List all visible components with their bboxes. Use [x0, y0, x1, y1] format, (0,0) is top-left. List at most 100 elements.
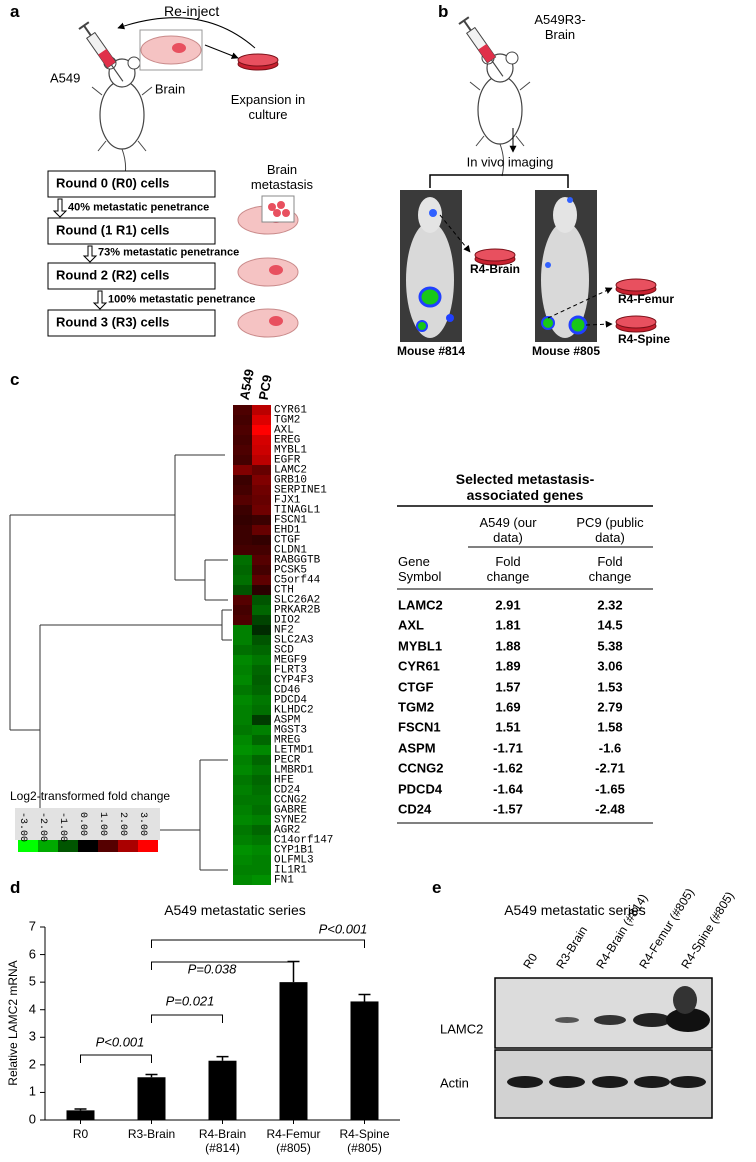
gene-symbol: CYR61	[398, 658, 440, 674]
annotation: Brain	[154, 81, 186, 97]
heatmap-cell	[252, 785, 271, 795]
fold-change: 1.57	[495, 679, 521, 695]
heatmap-cell	[252, 635, 271, 645]
fold-change: 1.58	[597, 719, 623, 735]
heatmap-cell	[252, 735, 271, 745]
heatmap-cell	[233, 675, 252, 685]
gene-label: CLDN1	[274, 544, 308, 557]
round-box	[47, 217, 216, 245]
cells	[277, 201, 285, 209]
gene-label: PECR	[274, 754, 301, 767]
heatmap-cell	[233, 595, 252, 605]
gene-label: CD46	[274, 684, 301, 697]
flow-label: 73% metastatic penetrance	[98, 246, 240, 259]
dendrogram	[9, 454, 232, 871]
fold-change: -1.65	[595, 781, 625, 797]
brain-box	[139, 29, 203, 71]
gene-label: AGR2	[274, 824, 301, 837]
mouse-image	[553, 197, 577, 233]
fold-change: 3.06	[597, 658, 623, 674]
colorbar-tick-label: -2.00	[36, 812, 48, 843]
heatmap-cell	[252, 485, 271, 495]
heatmap-cell	[233, 465, 252, 475]
gene-symbol: MYBL1	[398, 638, 443, 654]
heatmap-cell	[252, 585, 271, 595]
fold-change: -1.57	[493, 801, 523, 817]
gene-symbol: LAMC2	[398, 597, 443, 613]
gene-symbol: PDCD4	[398, 781, 443, 797]
gene-label: GABRE	[274, 804, 308, 817]
gene-symbol: ASPM	[398, 740, 436, 756]
bar	[137, 1077, 166, 1120]
gene-label: RABGGTB	[274, 554, 321, 567]
colorbar-tick-label: 2.00	[116, 812, 128, 837]
flow-step: Round 0 (R0) cells	[56, 175, 170, 191]
gene-symbol: CD24	[398, 801, 432, 817]
panel-a-illustration	[47, 17, 299, 338]
colorbar-swatch	[118, 840, 138, 852]
heatmap-cell	[252, 765, 271, 775]
heatmap-cell	[233, 635, 252, 645]
heatmap-cell	[233, 435, 252, 445]
colorbar-tick-label: -1.00	[56, 812, 68, 843]
heatmap-cell	[252, 505, 271, 515]
colorbar-swatch	[58, 840, 78, 852]
shape	[9, 514, 175, 731]
heatmap-cell	[233, 565, 252, 575]
band	[507, 1076, 543, 1088]
heatmap-cell	[233, 725, 252, 735]
fold-change: 2.79	[597, 699, 623, 715]
heatmap-cell	[252, 725, 271, 735]
y-axis-label: Relative LAMC2 mRNA	[6, 960, 21, 1086]
x-tick-label: R0	[72, 1127, 89, 1141]
bar	[350, 1001, 379, 1120]
y-tick-label: 0	[28, 1111, 36, 1127]
heatmap-cell	[252, 625, 271, 635]
panel-label: c	[10, 370, 20, 390]
heatmap-cell	[233, 685, 252, 695]
flow-step: Round 3 (R3) cells	[56, 314, 170, 330]
heatmap-cell	[252, 575, 271, 585]
heatmap-cell	[233, 865, 252, 875]
isolate-label: R4-Femur	[618, 292, 675, 307]
heatmap-cell	[233, 425, 252, 435]
gene-label: MREG	[274, 734, 301, 747]
gene-label: LAMC2	[274, 464, 308, 477]
band	[634, 1076, 670, 1088]
x-tick-label: R3-Brain	[127, 1127, 176, 1141]
error-bar	[358, 993, 371, 1002]
heatmap-cell	[233, 845, 252, 855]
gene-label: SLC2A3	[274, 634, 314, 647]
gene-label: CD24	[274, 784, 301, 797]
gene-label: FLRT3	[274, 664, 308, 677]
signal	[567, 197, 573, 203]
y-tick-label: 5	[28, 973, 36, 989]
y-tick-label: 1	[28, 1083, 36, 1099]
panel-b-illustration	[400, 16, 657, 342]
chart-title: A549 metastatic series	[164, 901, 306, 918]
gene-label: EGFR	[274, 454, 301, 467]
gene-label: CYP4F3	[274, 674, 314, 687]
y-tick-label: 7	[28, 918, 36, 934]
gene-label: NF2	[274, 624, 294, 637]
error-bar	[145, 1073, 158, 1078]
gene-label: SYNE2	[274, 814, 308, 827]
heatmap-cell	[233, 645, 252, 655]
x-tick-label: R4-Brain (#814)	[198, 1127, 247, 1155]
band	[670, 1076, 706, 1088]
annotation: In vivo imaging	[466, 154, 554, 170]
gene-label: EREG	[274, 434, 301, 447]
gene-label: C14orf147	[274, 834, 334, 847]
p-value: P=0.021	[165, 993, 215, 1009]
flow-step: Round (1 R1) cells	[56, 222, 170, 238]
gene-label: MYBL1	[274, 444, 308, 457]
band	[633, 1013, 671, 1027]
annotation: A549R3-Brain	[534, 12, 586, 42]
gene-label: PCSK5	[274, 564, 308, 577]
gene-symbol: AXL	[398, 617, 424, 633]
heatmap-cell	[233, 445, 252, 455]
heatmap-cell	[252, 875, 271, 885]
annotation: Re-inject	[164, 2, 220, 19]
heatmap-cell	[233, 455, 252, 465]
heatmap-cell	[252, 495, 271, 505]
